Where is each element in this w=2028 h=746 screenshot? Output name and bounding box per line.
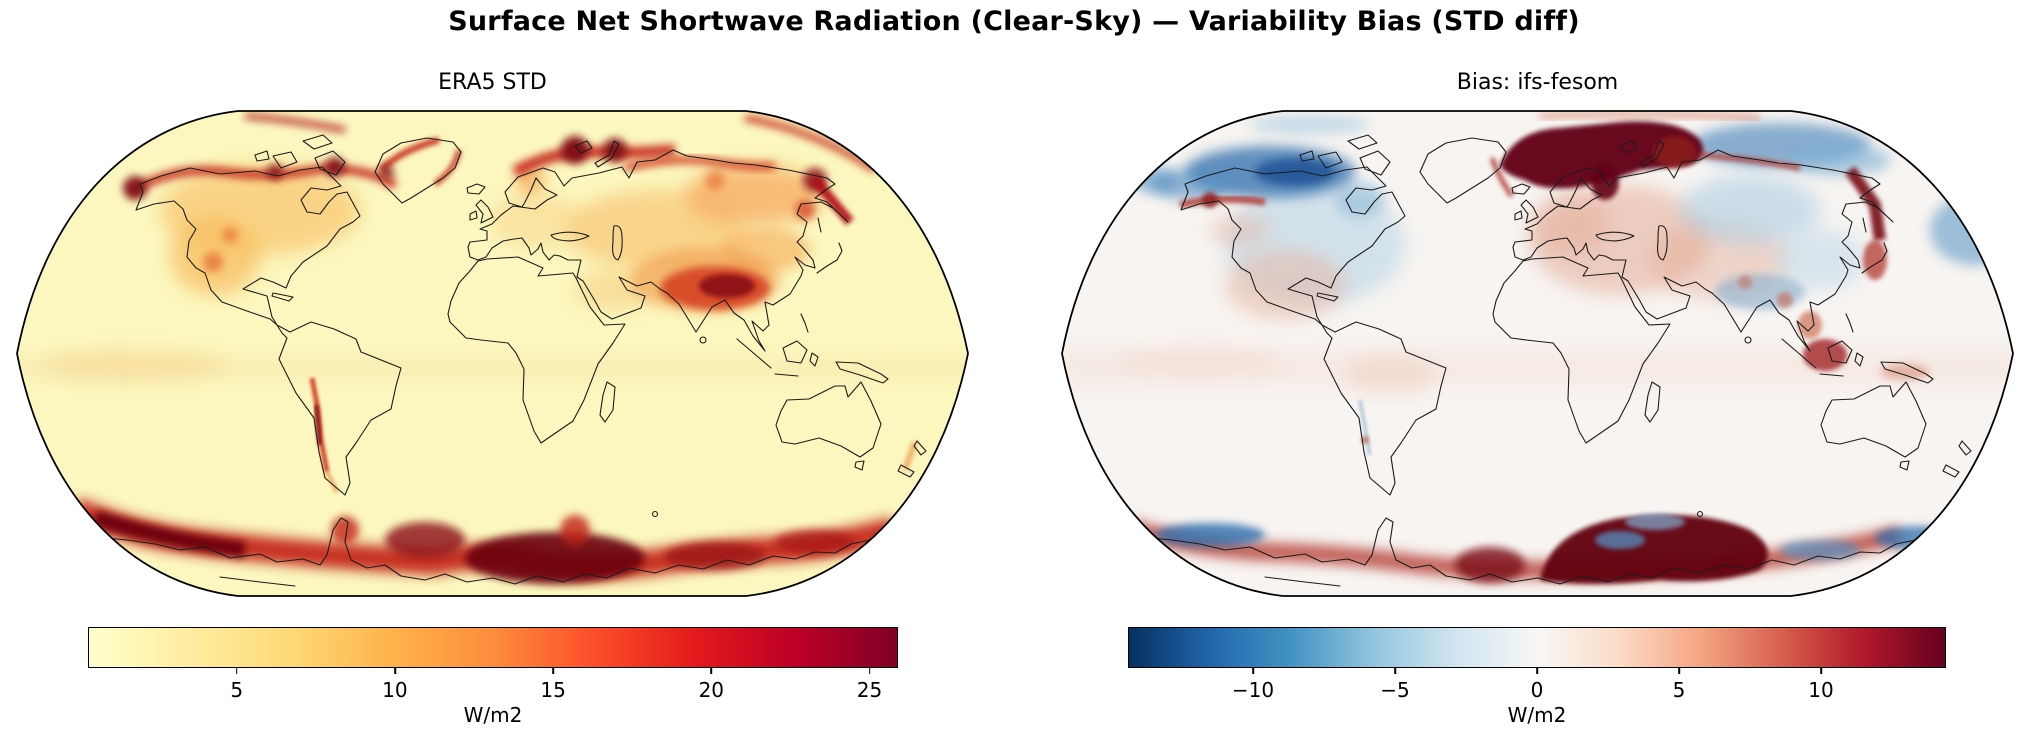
bias-colorbar-units-label: W/m2	[1507, 703, 1567, 727]
bias-colorbar-gradient	[1128, 627, 1946, 668]
bias-colorbar: −10 −5 0 5 10	[1128, 627, 1946, 702]
colorbar-tick-mark	[235, 668, 238, 674]
colorbar-tick-label: 10	[382, 678, 408, 702]
era5-colorbar-gradient	[88, 627, 898, 668]
colorbar-tick-label: 20	[698, 678, 725, 702]
colorbar-tick-mark	[1820, 668, 1822, 674]
bias-colorbar-ticks: −10 −5 0 5 10	[1128, 627, 1946, 702]
era5-colorbar-units-label: W/m2	[463, 703, 523, 727]
colorbar-tick-mark	[1678, 668, 1680, 674]
colorbar-tick-mark	[552, 668, 554, 674]
colorbar-tick-mark	[1394, 668, 1396, 674]
colorbar-tick-label: 25	[856, 678, 883, 702]
colorbar-tick-mark	[710, 668, 713, 674]
colorbar-tick-mark	[868, 668, 871, 674]
colorbar-tick-mark	[1252, 668, 1254, 674]
colorbar-tick-label: 5	[230, 678, 244, 702]
panel-title-bias-ifs-fesom: Bias: ifs-fesom	[1456, 70, 1619, 95]
era5-colorbar: 5 10 15 20 25	[88, 627, 898, 702]
figure-title: Surface Net Shortwave Radiation (Clear-S…	[448, 6, 1580, 37]
colorbar-tick-label: 10	[1808, 678, 1834, 702]
colorbar-tick-label: 15	[540, 678, 566, 702]
era5-std-map	[16, 110, 969, 597]
colorbar-tick-mark	[1536, 668, 1538, 674]
colorbar-tick-label: −10	[1231, 678, 1275, 702]
bias-ifs-fesom-map	[1061, 110, 2014, 597]
era5-colorbar-ticks: 5 10 15 20 25	[88, 627, 898, 702]
colorbar-tick-label: 5	[1672, 678, 1686, 702]
colorbar-tick-label: 0	[1530, 678, 1544, 702]
colorbar-tick-mark	[394, 668, 396, 674]
panel-title-era5-std: ERA5 STD	[438, 70, 547, 95]
colorbar-tick-label: −5	[1380, 678, 1410, 702]
